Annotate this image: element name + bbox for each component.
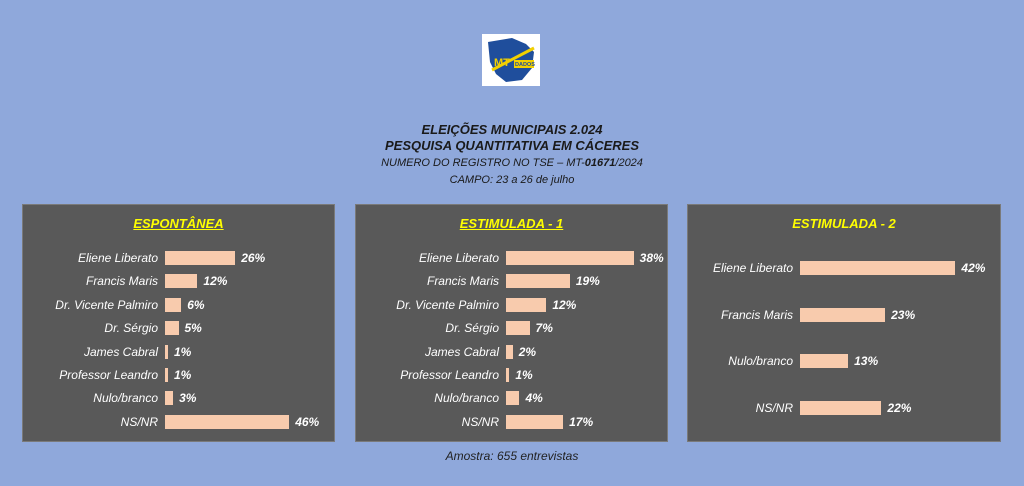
category-label: Francis Maris	[720, 307, 793, 322]
chart-panel-espontanea: ESPONTÂNEA Eliene Liberato 26% Francis Mar…	[22, 204, 335, 442]
chart-title-text: ESTIMULADA - 2	[792, 216, 896, 231]
bar	[800, 307, 886, 322]
category-label: NS/NR	[120, 414, 158, 429]
logo-text-sub: DADOS	[515, 62, 535, 68]
header-fieldwork-dates: CAMPO: 23 a 26 de julho	[449, 174, 575, 186]
chart-title-text: ESTIMULADA - 1	[459, 216, 564, 231]
bar	[165, 391, 174, 406]
data-label: 4%	[525, 391, 543, 406]
category-label: Francis Maris	[85, 274, 158, 289]
bar	[165, 274, 198, 289]
data-label: 1%	[174, 344, 192, 359]
category-label: Dr. Vicente Palmiro	[55, 297, 158, 312]
bar	[800, 400, 882, 415]
header-title: ELEIÇÕES MUNICIPAIS 2.024	[421, 122, 603, 137]
registration-prefix: NUMERO DO REGISTRO NO TSE – MT-	[381, 157, 585, 169]
data-label: 7%	[535, 321, 553, 336]
category-label: Nulo/branco	[728, 354, 793, 368]
bar	[165, 368, 168, 382]
sample-size-note: Amostra: 655 entrevistas	[445, 449, 579, 463]
bar	[506, 297, 547, 312]
header-subtitle: PESQUISA QUANTITATIVA EM CÁCERES	[385, 138, 639, 153]
data-label: 38%	[639, 251, 664, 265]
chart-panel-estimulada-1: ESTIMULADA - 1 Eliene Liberato 38% Francis…	[355, 204, 668, 442]
data-label: 23%	[891, 307, 916, 322]
category-label: NS/NR	[461, 414, 499, 429]
mt-dados-logo: MT DADOS	[482, 34, 540, 86]
bar	[800, 261, 956, 275]
category-label: James Cabral	[424, 344, 499, 359]
category-label: Dr. Sérgio	[104, 321, 158, 336]
category-label: Dr. Vicente Palmiro	[396, 297, 499, 312]
bar	[506, 321, 530, 336]
bar	[165, 251, 236, 265]
bar	[506, 368, 510, 382]
chart-title: ESTIMULADA - 1	[356, 216, 667, 231]
data-label: 17%	[569, 414, 594, 429]
category-label: Nulo/branco	[434, 391, 499, 406]
bar	[506, 251, 634, 265]
bar	[506, 344, 513, 359]
chart-title: ESTIMULADA - 2	[688, 216, 1000, 231]
data-label: 1%	[515, 368, 533, 382]
data-label: 46%	[295, 414, 320, 429]
header-registration: NUMERO DO REGISTRO NO TSE – MT-01671/202…	[0, 157, 1024, 169]
bar	[506, 414, 564, 429]
data-label: 42%	[961, 261, 986, 275]
category-label: Nulo/branco	[93, 391, 158, 406]
bar	[506, 391, 520, 406]
chart-title: ESPONTÂNEA	[23, 216, 334, 231]
data-label: 1%	[174, 368, 192, 382]
category-label: Professor Leandro	[59, 368, 158, 382]
data-label: 26%	[241, 251, 266, 265]
category-label: Eliene Liberato	[418, 251, 499, 265]
category-label: Professor Leandro	[400, 368, 499, 382]
data-label: 6%	[187, 297, 205, 312]
data-label: 5%	[184, 321, 202, 336]
category-label: Francis Maris	[426, 274, 499, 289]
data-label: 12%	[552, 297, 577, 312]
category-label: NS/NR	[755, 400, 793, 415]
registration-suffix: /2024	[615, 157, 643, 169]
chart-title-text: ESPONTÂNEA	[133, 216, 224, 231]
bar	[165, 344, 168, 359]
chart-panel-estimulada-2: ESTIMULADA - 2 Eliene Liberato 42% Francis…	[687, 204, 1001, 442]
category-label: Eliene Liberato	[712, 261, 793, 275]
bar	[506, 274, 570, 289]
data-label: 19%	[575, 274, 600, 289]
category-label: James Cabral	[83, 344, 158, 359]
bar	[800, 354, 849, 368]
bar	[165, 414, 290, 429]
data-label: 12%	[203, 274, 228, 289]
data-label: 3%	[179, 391, 197, 406]
bar	[165, 297, 182, 312]
category-label: Dr. Sérgio	[445, 321, 499, 336]
data-label: 2%	[518, 344, 537, 359]
data-label: 22%	[887, 400, 912, 415]
bar	[165, 321, 179, 336]
logo-text-main: MT	[494, 57, 510, 69]
category-label: Eliene Liberato	[77, 251, 158, 265]
registration-number: 01671	[584, 157, 616, 169]
data-label: 13%	[854, 354, 879, 368]
